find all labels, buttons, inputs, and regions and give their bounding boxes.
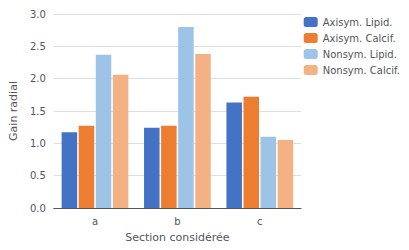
svg-text:0.0: 0.0 xyxy=(30,203,46,214)
svg-text:Nonsym. Lipid.: Nonsym. Lipid. xyxy=(323,49,397,60)
svg-text:Axisym. Calcif.: Axisym. Calcif. xyxy=(323,33,396,44)
svg-text:Gain radial: Gain radial xyxy=(7,81,20,141)
svg-text:Nonsym. Calcif.: Nonsym. Calcif. xyxy=(323,65,400,76)
svg-text:Axisym. Lipid.: Axisym. Lipid. xyxy=(323,17,393,28)
svg-text:Section considérée: Section considérée xyxy=(125,231,230,244)
svg-text:3.0: 3.0 xyxy=(30,9,46,20)
svg-text:c: c xyxy=(257,216,263,227)
svg-text:2.5: 2.5 xyxy=(30,41,46,52)
svg-text:0.5: 0.5 xyxy=(30,170,46,181)
svg-text:b: b xyxy=(174,216,180,227)
svg-text:a: a xyxy=(92,216,98,227)
svg-text:2.0: 2.0 xyxy=(30,73,46,84)
svg-text:1.5: 1.5 xyxy=(30,106,46,117)
svg-text:1.0: 1.0 xyxy=(30,138,46,149)
